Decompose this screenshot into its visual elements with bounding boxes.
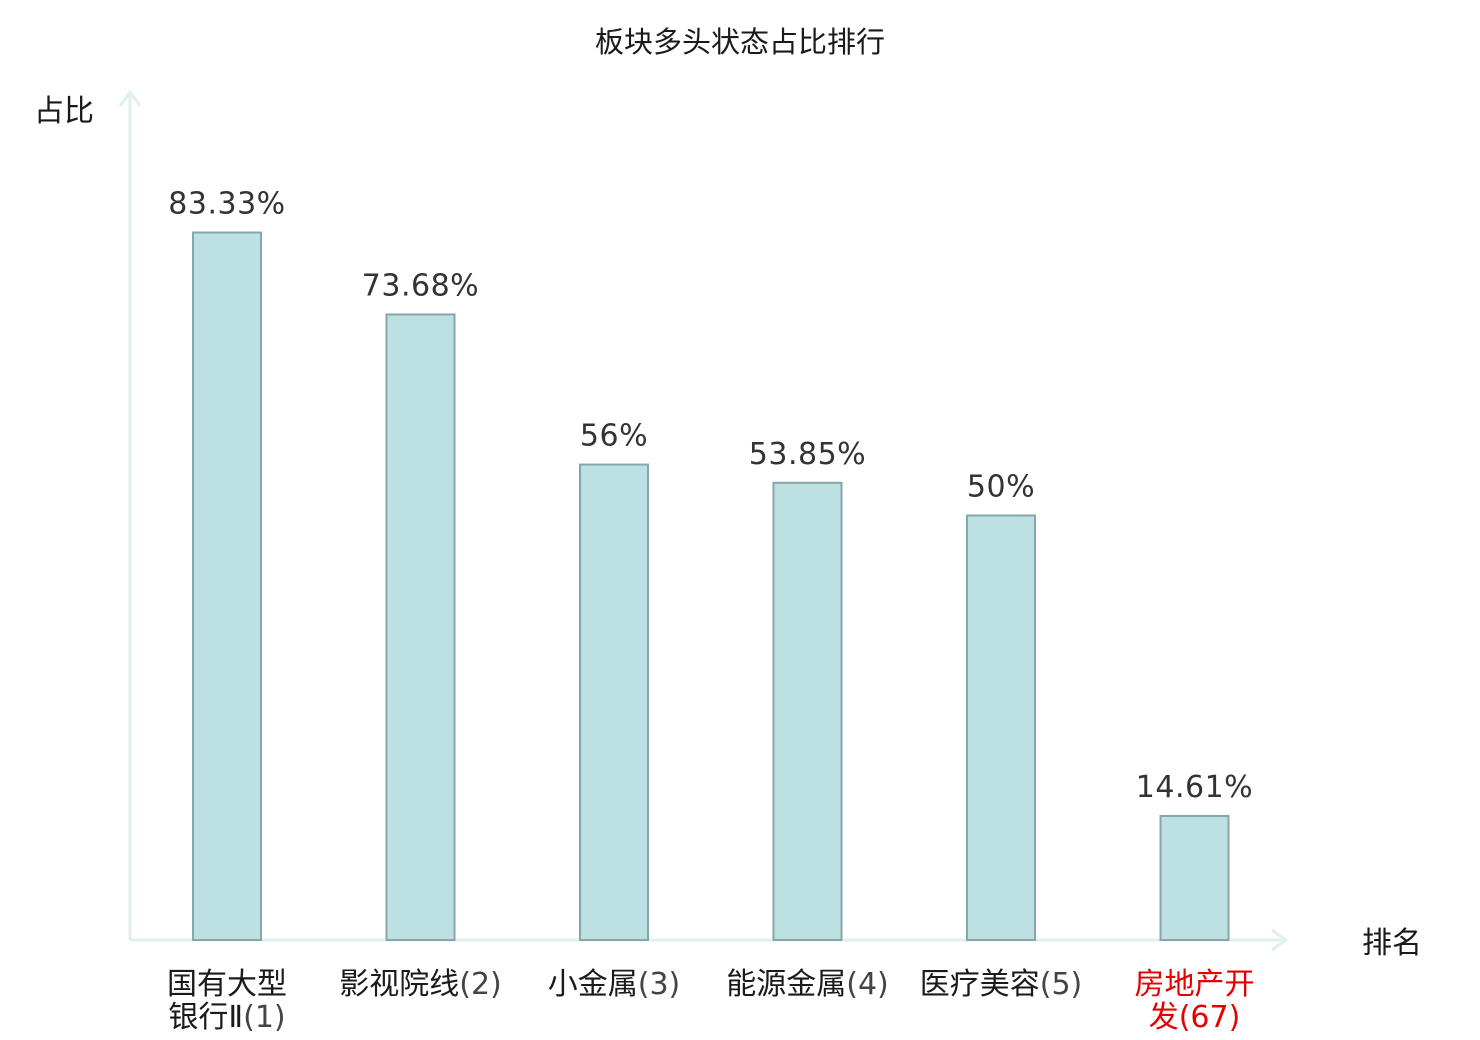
value-label: 53.85%	[749, 437, 866, 472]
x-axis-arrow	[1271, 928, 1289, 952]
category-rank: (3)	[638, 967, 681, 1002]
category-rank: (1)	[243, 1000, 286, 1035]
bar	[1159, 814, 1230, 942]
x-axis-label: 排名	[1362, 926, 1422, 961]
category-name: 银行Ⅱ	[168, 1000, 243, 1035]
value-labels-group: 83.33% 73.68% 56% 53.85% 50% 14.61%	[168, 187, 1253, 805]
category-name: 国有大型	[167, 967, 287, 1002]
x-tick-label: 能源金属(4)	[726, 967, 889, 1002]
bar	[385, 313, 456, 941]
category-rank: (4)	[846, 967, 889, 1002]
x-tick-label: 房地产开	[1135, 967, 1255, 1002]
category-name: 发	[1149, 1000, 1179, 1035]
value-label: 50%	[967, 470, 1035, 505]
bar	[579, 463, 649, 941]
category-name: 房地产开	[1135, 967, 1255, 1002]
x-tick-label: 小金属(3)	[548, 967, 681, 1002]
y-axis-arrow	[118, 89, 142, 107]
x-tick-label: 医疗美容(5)	[920, 967, 1083, 1002]
category-rank: (67)	[1179, 1000, 1241, 1035]
category-name: 小金属	[548, 967, 638, 1002]
category-rank: (2)	[459, 967, 502, 1002]
value-label: 14.61%	[1136, 770, 1253, 805]
bar	[192, 231, 262, 941]
x-tick-label: 发(67)	[1149, 1000, 1241, 1035]
x-tick-label: 影视院线(2)	[339, 967, 502, 1002]
bar	[966, 514, 1036, 941]
category-rank: (5)	[1040, 967, 1083, 1002]
bars-group	[192, 231, 1230, 942]
x-tick-label: 银行Ⅱ(1)	[168, 1000, 285, 1035]
chart-title: 板块多头状态占比排行	[595, 25, 885, 59]
category-name: 影视院线	[339, 967, 459, 1002]
value-label: 73.68%	[362, 268, 479, 303]
x-tick-label: 国有大型	[167, 967, 287, 1002]
value-label: 56%	[580, 419, 648, 454]
y-axis-label: 占比	[34, 94, 94, 129]
category-name: 能源金属	[726, 967, 846, 1002]
value-label: 83.33%	[168, 187, 285, 222]
category-name: 医疗美容	[920, 967, 1040, 1002]
bar	[772, 481, 843, 941]
